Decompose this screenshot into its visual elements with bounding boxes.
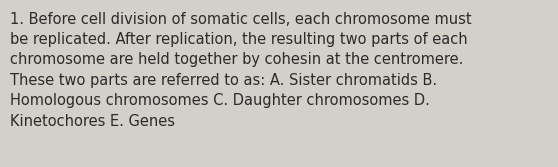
Text: 1. Before cell division of somatic cells, each chromosome must
be replicated. Af: 1. Before cell division of somatic cells… xyxy=(10,12,472,129)
